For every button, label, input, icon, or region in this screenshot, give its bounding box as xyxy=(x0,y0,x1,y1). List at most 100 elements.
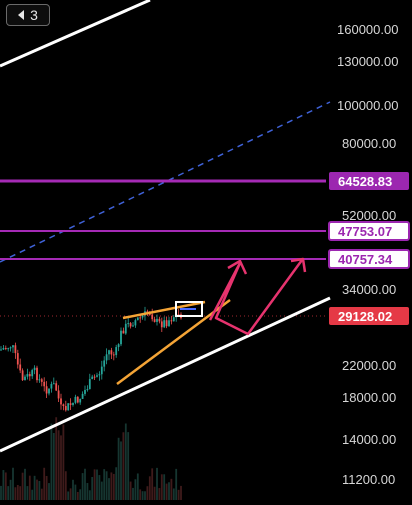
volume-bar xyxy=(170,478,173,500)
candle-body xyxy=(127,323,130,325)
volume-bar xyxy=(81,473,84,500)
volume-bar xyxy=(36,479,38,500)
price-axis-label: 100000.00 xyxy=(337,98,398,113)
volume-bar xyxy=(96,469,98,500)
volume-bar xyxy=(105,471,108,500)
volume-bar xyxy=(156,467,158,500)
volume-bar xyxy=(165,483,168,500)
candle-body xyxy=(84,390,86,394)
volume-bar xyxy=(40,488,43,500)
candle-body xyxy=(148,313,151,315)
candle-body xyxy=(120,330,122,345)
candle-body xyxy=(81,393,84,399)
projection-path[interactable] xyxy=(208,259,304,336)
volume-bar xyxy=(4,472,7,500)
candle-body xyxy=(45,386,48,394)
resistance-trendline[interactable] xyxy=(0,0,151,68)
candle-body xyxy=(9,347,12,349)
volume-bar xyxy=(132,487,134,500)
volume-bar xyxy=(144,491,146,500)
volume-bar xyxy=(158,488,161,500)
candle-body xyxy=(24,376,26,381)
level-tag-2[interactable]: 47753.07 xyxy=(328,221,410,241)
candle-body xyxy=(177,314,180,316)
volume-bar xyxy=(117,437,120,500)
volume-bar xyxy=(52,433,55,500)
level-tag-1[interactable]: 64528.83 xyxy=(329,172,409,190)
support-trendline[interactable] xyxy=(0,296,331,453)
candle-body xyxy=(31,370,34,377)
candle-body xyxy=(69,403,72,405)
volume-bar xyxy=(50,423,53,500)
selection-box[interactable] xyxy=(175,301,203,317)
volume-bar xyxy=(72,479,74,500)
volume-bar xyxy=(86,483,89,500)
volume-bar xyxy=(127,432,130,500)
price-axis-label: 52000.00 xyxy=(342,208,396,223)
projection-arrowhead-1 xyxy=(227,259,248,275)
candle-body xyxy=(160,321,163,328)
volume-bar xyxy=(79,489,82,500)
candle-body xyxy=(110,350,113,355)
candle-body xyxy=(12,345,14,348)
volume-bar xyxy=(60,435,62,500)
volume-bar xyxy=(19,486,22,500)
price-axis-label: 34000.00 xyxy=(342,282,396,297)
candle-body xyxy=(134,320,137,326)
candle-body xyxy=(132,325,134,327)
candle-body xyxy=(7,348,10,350)
channel-upper-orange[interactable] xyxy=(122,300,206,320)
candle-body xyxy=(115,347,118,355)
volume-bar xyxy=(103,469,106,500)
candle-body xyxy=(91,376,94,380)
volume-bar xyxy=(134,479,137,500)
volume-bar xyxy=(146,486,149,500)
level-tag-3[interactable]: 40757.34 xyxy=(328,249,410,269)
candle-body xyxy=(139,317,142,319)
volume-bar xyxy=(148,476,151,500)
candle-body xyxy=(67,403,70,411)
candle-body xyxy=(98,374,101,376)
chevron-left-icon xyxy=(18,10,25,20)
volume-bar xyxy=(115,467,118,500)
candle-body xyxy=(122,330,125,334)
candle-body xyxy=(43,381,46,387)
candle-body xyxy=(151,314,154,320)
candle-body xyxy=(57,390,60,399)
channel-lower-orange[interactable] xyxy=(116,298,231,386)
candle-body xyxy=(16,353,19,365)
candle-body xyxy=(141,315,144,318)
volume-bars xyxy=(0,417,182,500)
level-tag-3-text: 40757.34 xyxy=(338,252,393,267)
candle-body xyxy=(103,360,106,367)
candle-body xyxy=(28,374,31,377)
volume-bar xyxy=(67,491,70,500)
volume-bar xyxy=(7,486,10,500)
candle-body xyxy=(40,379,43,382)
volume-bar xyxy=(177,489,180,500)
current-price-tag[interactable]: 29128.02 xyxy=(329,307,409,325)
volume-bar xyxy=(69,488,72,500)
indicators-toggle-button[interactable]: 3 xyxy=(6,4,50,26)
volume-bar xyxy=(163,474,166,500)
volume-bar xyxy=(122,432,125,500)
candle-body xyxy=(4,348,7,350)
volume-bar xyxy=(91,476,94,500)
volume-bar xyxy=(93,469,96,500)
volume-bar xyxy=(153,486,156,500)
volume-bar xyxy=(12,467,14,500)
candle-body xyxy=(72,402,74,405)
candle-body xyxy=(108,350,110,355)
candle-body xyxy=(36,367,38,381)
candle-body xyxy=(112,354,115,356)
candle-body xyxy=(74,396,77,403)
volume-bar xyxy=(110,472,113,500)
volume-bar xyxy=(55,417,58,500)
volume-bar xyxy=(43,467,46,500)
candle-body xyxy=(26,374,29,377)
candle-body xyxy=(55,383,58,391)
candle-body xyxy=(62,404,65,407)
indicators-count: 3 xyxy=(30,7,38,23)
